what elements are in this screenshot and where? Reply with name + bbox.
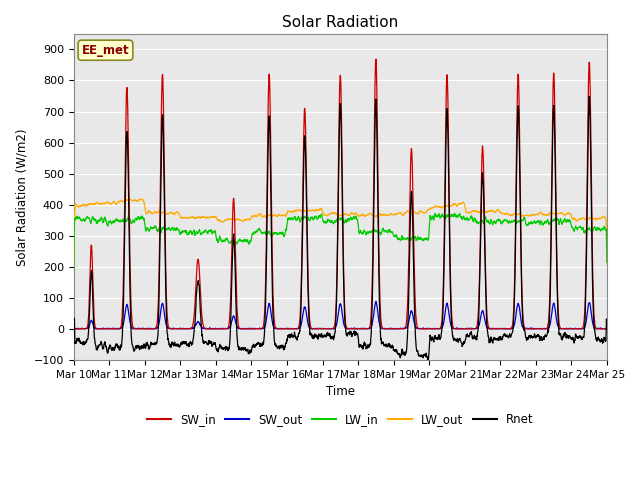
Legend: SW_in, SW_out, LW_in, LW_out, Rnet: SW_in, SW_out, LW_in, LW_out, Rnet bbox=[142, 408, 538, 431]
Text: EE_met: EE_met bbox=[82, 44, 129, 57]
Title: Solar Radiation: Solar Radiation bbox=[282, 15, 399, 30]
Y-axis label: Solar Radiation (W/m2): Solar Radiation (W/m2) bbox=[15, 128, 28, 265]
X-axis label: Time: Time bbox=[326, 385, 355, 398]
